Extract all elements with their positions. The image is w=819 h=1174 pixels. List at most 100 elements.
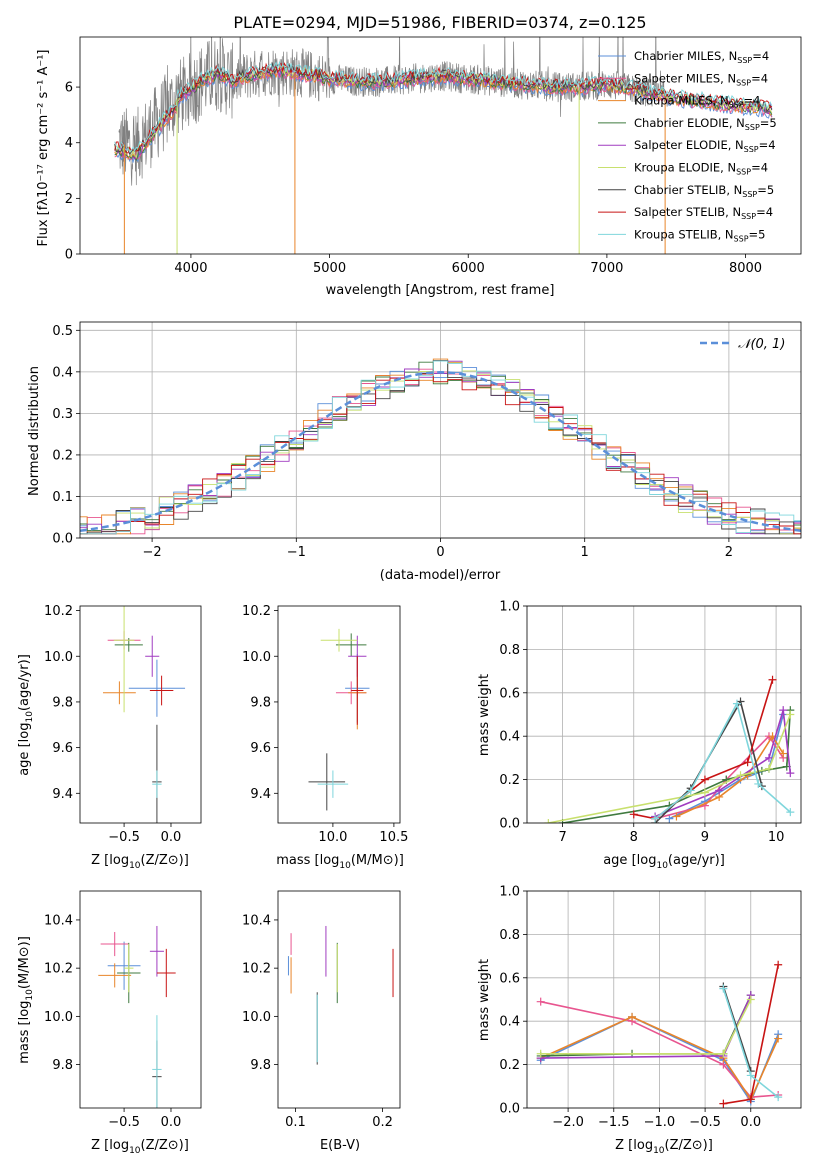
y-tick-label: 0.0 bbox=[499, 817, 520, 832]
plot-area bbox=[308, 628, 370, 811]
axes-frame bbox=[277, 890, 401, 1109]
point-salpeter-elodie bbox=[145, 635, 160, 677]
massz-ylabel: mass [log10(M/M⊙)] bbox=[17, 936, 35, 1064]
y-tick-label: 1.0 bbox=[499, 885, 520, 900]
axes-frame bbox=[79, 605, 202, 824]
spectrum-model-salpeter-stelib bbox=[114, 62, 773, 154]
y-tick-label: 9.8 bbox=[52, 695, 73, 710]
y-tick-label: 0.6 bbox=[499, 971, 520, 986]
x-tick-label: 10.0 bbox=[318, 830, 347, 845]
residuals-xlabel: (data-model)/error bbox=[380, 568, 501, 583]
marker-kroupa-miles bbox=[628, 1012, 637, 1021]
legend-label: Salpeter STELIB, NSSP=4 bbox=[634, 205, 773, 221]
y-tick-label: 9.8 bbox=[250, 1058, 271, 1073]
plot-area bbox=[114, 37, 773, 254]
marker-kroupa-stelib bbox=[719, 984, 728, 993]
point-salpeter-elodie bbox=[149, 925, 164, 977]
x-tick-label: −2 bbox=[143, 545, 162, 560]
y-tick-label: 1.0 bbox=[499, 600, 520, 615]
wage-ylabel: mass weight bbox=[477, 674, 492, 756]
y-tick-label: 10.2 bbox=[44, 604, 73, 619]
y-tick-label: 9.8 bbox=[52, 1058, 73, 1073]
x-tick-label: −1.0 bbox=[644, 1115, 676, 1130]
point-salpeter-miles bbox=[100, 931, 129, 957]
plot-area bbox=[536, 960, 783, 1108]
legend-label: Kroupa ELODIE, NSSP=4 bbox=[634, 161, 768, 177]
x-tick-label: −0.5 bbox=[108, 1115, 140, 1130]
residuals-panel: −2 −1 0 1 2 0.0 0.1 0.2 0.3 0.4 0.5 (data-model)/e… bbox=[27, 321, 802, 583]
y-tick-label: 0.2 bbox=[499, 773, 520, 788]
y-tick-label: 10.4 bbox=[242, 913, 271, 928]
y-tick-label: 0.0 bbox=[499, 1102, 520, 1117]
legend-label: Chabrier MILES, NSSP=4 bbox=[634, 49, 769, 65]
legend-item-salpeter-elodie: Salpeter ELODIE, NSSP=4 bbox=[598, 138, 776, 154]
normal-curve bbox=[80, 371, 801, 532]
point-kroupa-stelib bbox=[317, 770, 349, 798]
marker-salpeter-stelib bbox=[719, 1099, 728, 1108]
weight-vs-metallicity-plot: −2.0 −1.5 −1.0 −0.5 0.0 0.0 0.2 0.4 0.6 0.8 1.0 bbox=[499, 885, 802, 1130]
point-kroupa-elodie bbox=[320, 628, 358, 652]
point-kroupa-elodie bbox=[124, 944, 134, 993]
legend-item-chabrier-elodie: Chabrier ELODIE, NSSP=5 bbox=[598, 116, 777, 132]
y-tick-label: 10.0 bbox=[242, 1010, 271, 1025]
spectrum-xlabel: wavelength [Angstrom, rest frame] bbox=[326, 283, 555, 298]
marker-kroupa-miles bbox=[779, 749, 788, 758]
plot-area bbox=[544, 675, 795, 823]
y-tick-label: 0.3 bbox=[52, 407, 73, 422]
legend-item-kroupa-stelib: Kroupa STELIB, NSSP=5 bbox=[598, 227, 765, 243]
normal-legend: 𝒩(0, 1) bbox=[700, 337, 785, 352]
marker-kroupa-elodie bbox=[536, 1049, 545, 1058]
mass-vs-metallicity-plot: −0.5 0.0 9.8 10.0 10.2 10.4 bbox=[44, 890, 202, 1130]
y-tick-label: 0.1 bbox=[52, 490, 73, 505]
point-chabrier-miles bbox=[128, 659, 186, 717]
x-tick-label: 7 bbox=[558, 830, 566, 845]
marker-kroupa-elodie bbox=[736, 771, 745, 780]
y-tick-label: 0.4 bbox=[499, 1015, 520, 1030]
histogram-chabrier-elodie bbox=[80, 361, 801, 535]
histogram-chabrier-stelib bbox=[80, 360, 801, 535]
y-tick-label: 0.2 bbox=[52, 448, 73, 463]
mass-vs-ebv-plot: 0.1 0.2 9.8 10.0 10.2 10.4 bbox=[242, 890, 401, 1130]
y-tick-label: 6 bbox=[65, 81, 73, 96]
plot-area bbox=[80, 358, 801, 535]
x-tick-label: 0 bbox=[436, 545, 444, 560]
y-tick-label: 9.4 bbox=[52, 787, 73, 802]
y-tick-label: 10.2 bbox=[242, 962, 271, 977]
axes-frame bbox=[277, 605, 401, 824]
axes-frame bbox=[526, 605, 802, 824]
spectrum-model-kroupa-stelib bbox=[114, 60, 773, 153]
legend-item-chabrier-miles: Chabrier MILES, NSSP=4 bbox=[598, 49, 769, 65]
y-tick-label: 4 bbox=[65, 136, 73, 151]
spectrum-legend: Chabrier MILES, NSSP=4 Salpeter MILES, NS… bbox=[598, 49, 777, 243]
x-tick-label: 4000 bbox=[174, 261, 207, 276]
marker-salpeter-stelib bbox=[629, 810, 638, 819]
x-tick-label: 8 bbox=[630, 830, 638, 845]
x-tick-label: −1.5 bbox=[598, 1115, 630, 1130]
spectrum-ylabel: Flux [fλ10⁻¹⁷ erg cm⁻² s⁻¹ A⁻¹] bbox=[36, 50, 51, 247]
y-tick-label: 2 bbox=[65, 192, 73, 207]
marker-salpeter-stelib bbox=[746, 1095, 755, 1104]
x-tick-label: 1 bbox=[581, 545, 589, 560]
axes-frame bbox=[79, 890, 202, 1109]
y-tick-label: 0.2 bbox=[499, 1058, 520, 1073]
marker-kroupa-elodie bbox=[764, 764, 773, 773]
axes-frame bbox=[79, 36, 802, 255]
y-tick-label: 0.0 bbox=[52, 532, 73, 547]
x-tick-label: 5000 bbox=[313, 261, 346, 276]
massz-xlabel: Z [log10(Z/Z⊙)] bbox=[91, 1138, 189, 1156]
marker-salpeter-miles bbox=[536, 997, 545, 1006]
marker-salpeter-stelib bbox=[743, 758, 752, 767]
marker-kroupa-stelib bbox=[651, 814, 660, 823]
y-tick-label: 10.0 bbox=[242, 650, 271, 665]
marker-kroupa-miles bbox=[672, 812, 681, 821]
x-tick-label: 7000 bbox=[590, 261, 623, 276]
x-tick-label: 0.0 bbox=[161, 830, 182, 845]
legend-label: Kroupa STELIB, NSSP=5 bbox=[634, 227, 765, 243]
point-kroupa-stelib bbox=[152, 1015, 162, 1108]
marker-kroupa-stelib bbox=[746, 1071, 755, 1080]
y-tick-label: 9.6 bbox=[52, 741, 73, 756]
y-tick-label: 0.4 bbox=[499, 730, 520, 745]
legend-label: Kroupa MILES, NSSP=4 bbox=[634, 94, 760, 110]
y-tick-label: 0.8 bbox=[499, 643, 520, 658]
